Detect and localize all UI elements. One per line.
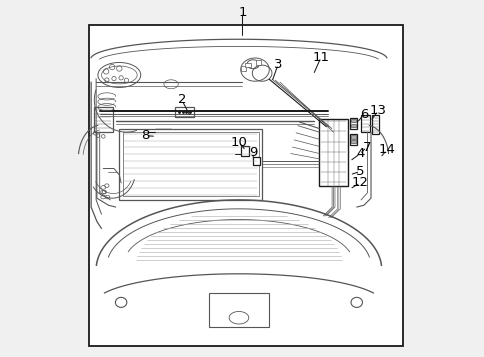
Text: 14: 14 — [378, 144, 395, 156]
Bar — [349, 118, 357, 129]
Text: 7: 7 — [362, 141, 370, 154]
Text: 8: 8 — [141, 129, 149, 142]
Bar — [174, 107, 194, 117]
Text: 5: 5 — [355, 165, 364, 178]
Text: 4: 4 — [355, 147, 364, 160]
Bar — [208, 293, 269, 327]
Bar — [122, 132, 258, 196]
Bar — [350, 124, 355, 127]
Bar — [360, 115, 369, 132]
Text: 12: 12 — [351, 176, 368, 189]
Text: 10: 10 — [230, 136, 247, 149]
Text: 1: 1 — [238, 6, 246, 19]
Bar — [89, 25, 402, 346]
Bar — [119, 129, 261, 200]
Bar — [255, 60, 261, 65]
Bar — [240, 66, 246, 71]
Bar — [349, 134, 357, 145]
Bar — [371, 115, 378, 134]
Bar — [318, 119, 347, 186]
Text: 13: 13 — [369, 104, 386, 117]
Bar — [350, 119, 355, 122]
Text: 6: 6 — [359, 108, 367, 121]
Bar — [350, 135, 355, 139]
Text: 11: 11 — [312, 51, 329, 64]
Text: 2: 2 — [177, 94, 186, 106]
Bar — [93, 107, 113, 132]
Bar — [240, 146, 248, 156]
Bar — [244, 63, 250, 67]
Bar — [253, 157, 259, 165]
Text: 9: 9 — [248, 146, 257, 159]
Text: 3: 3 — [273, 58, 282, 71]
Bar — [155, 129, 171, 136]
Bar — [350, 140, 355, 143]
